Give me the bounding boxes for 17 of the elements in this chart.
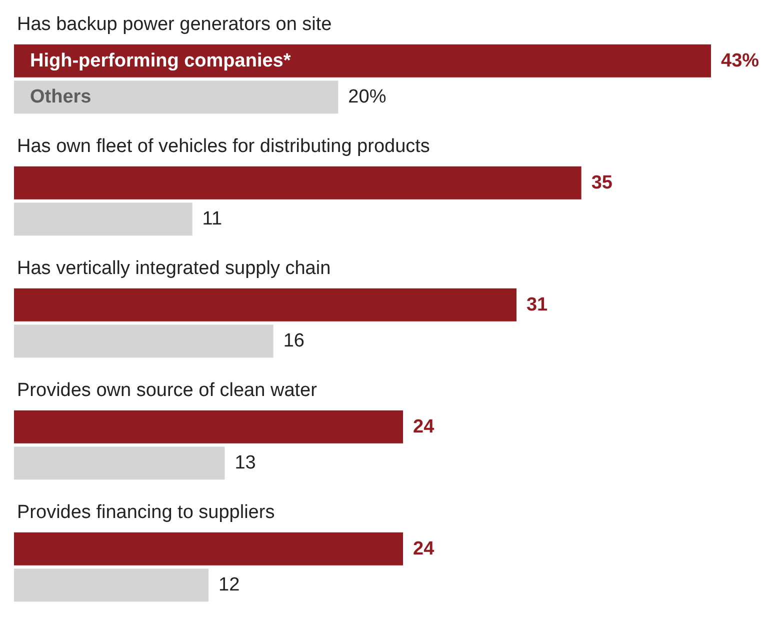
data-label: 13 xyxy=(234,452,256,474)
data-label: 12 xyxy=(218,574,240,596)
y-tick-label: Has backup power generators on site xyxy=(17,14,332,36)
series-label: High-performing companies* xyxy=(30,50,292,72)
y-tick-label: Has own fleet of vehicles for distributing products xyxy=(17,136,430,158)
data-label: 24 xyxy=(413,538,435,560)
data-label: 16 xyxy=(283,330,304,352)
data-label: 24 xyxy=(413,416,435,438)
data-label: 31 xyxy=(526,294,548,316)
data-label: 35 xyxy=(591,172,613,194)
y-tick-label: Has vertically integrated supply chain xyxy=(17,258,331,280)
data-label: 43% xyxy=(721,50,760,72)
series-label: Others xyxy=(30,86,92,108)
y-tick-label: Provides own source of clean water xyxy=(17,380,318,402)
data-label: 11 xyxy=(202,208,222,230)
y-tick-label: Provides financing to suppliers xyxy=(17,502,275,524)
data-label: 20% xyxy=(348,86,386,108)
